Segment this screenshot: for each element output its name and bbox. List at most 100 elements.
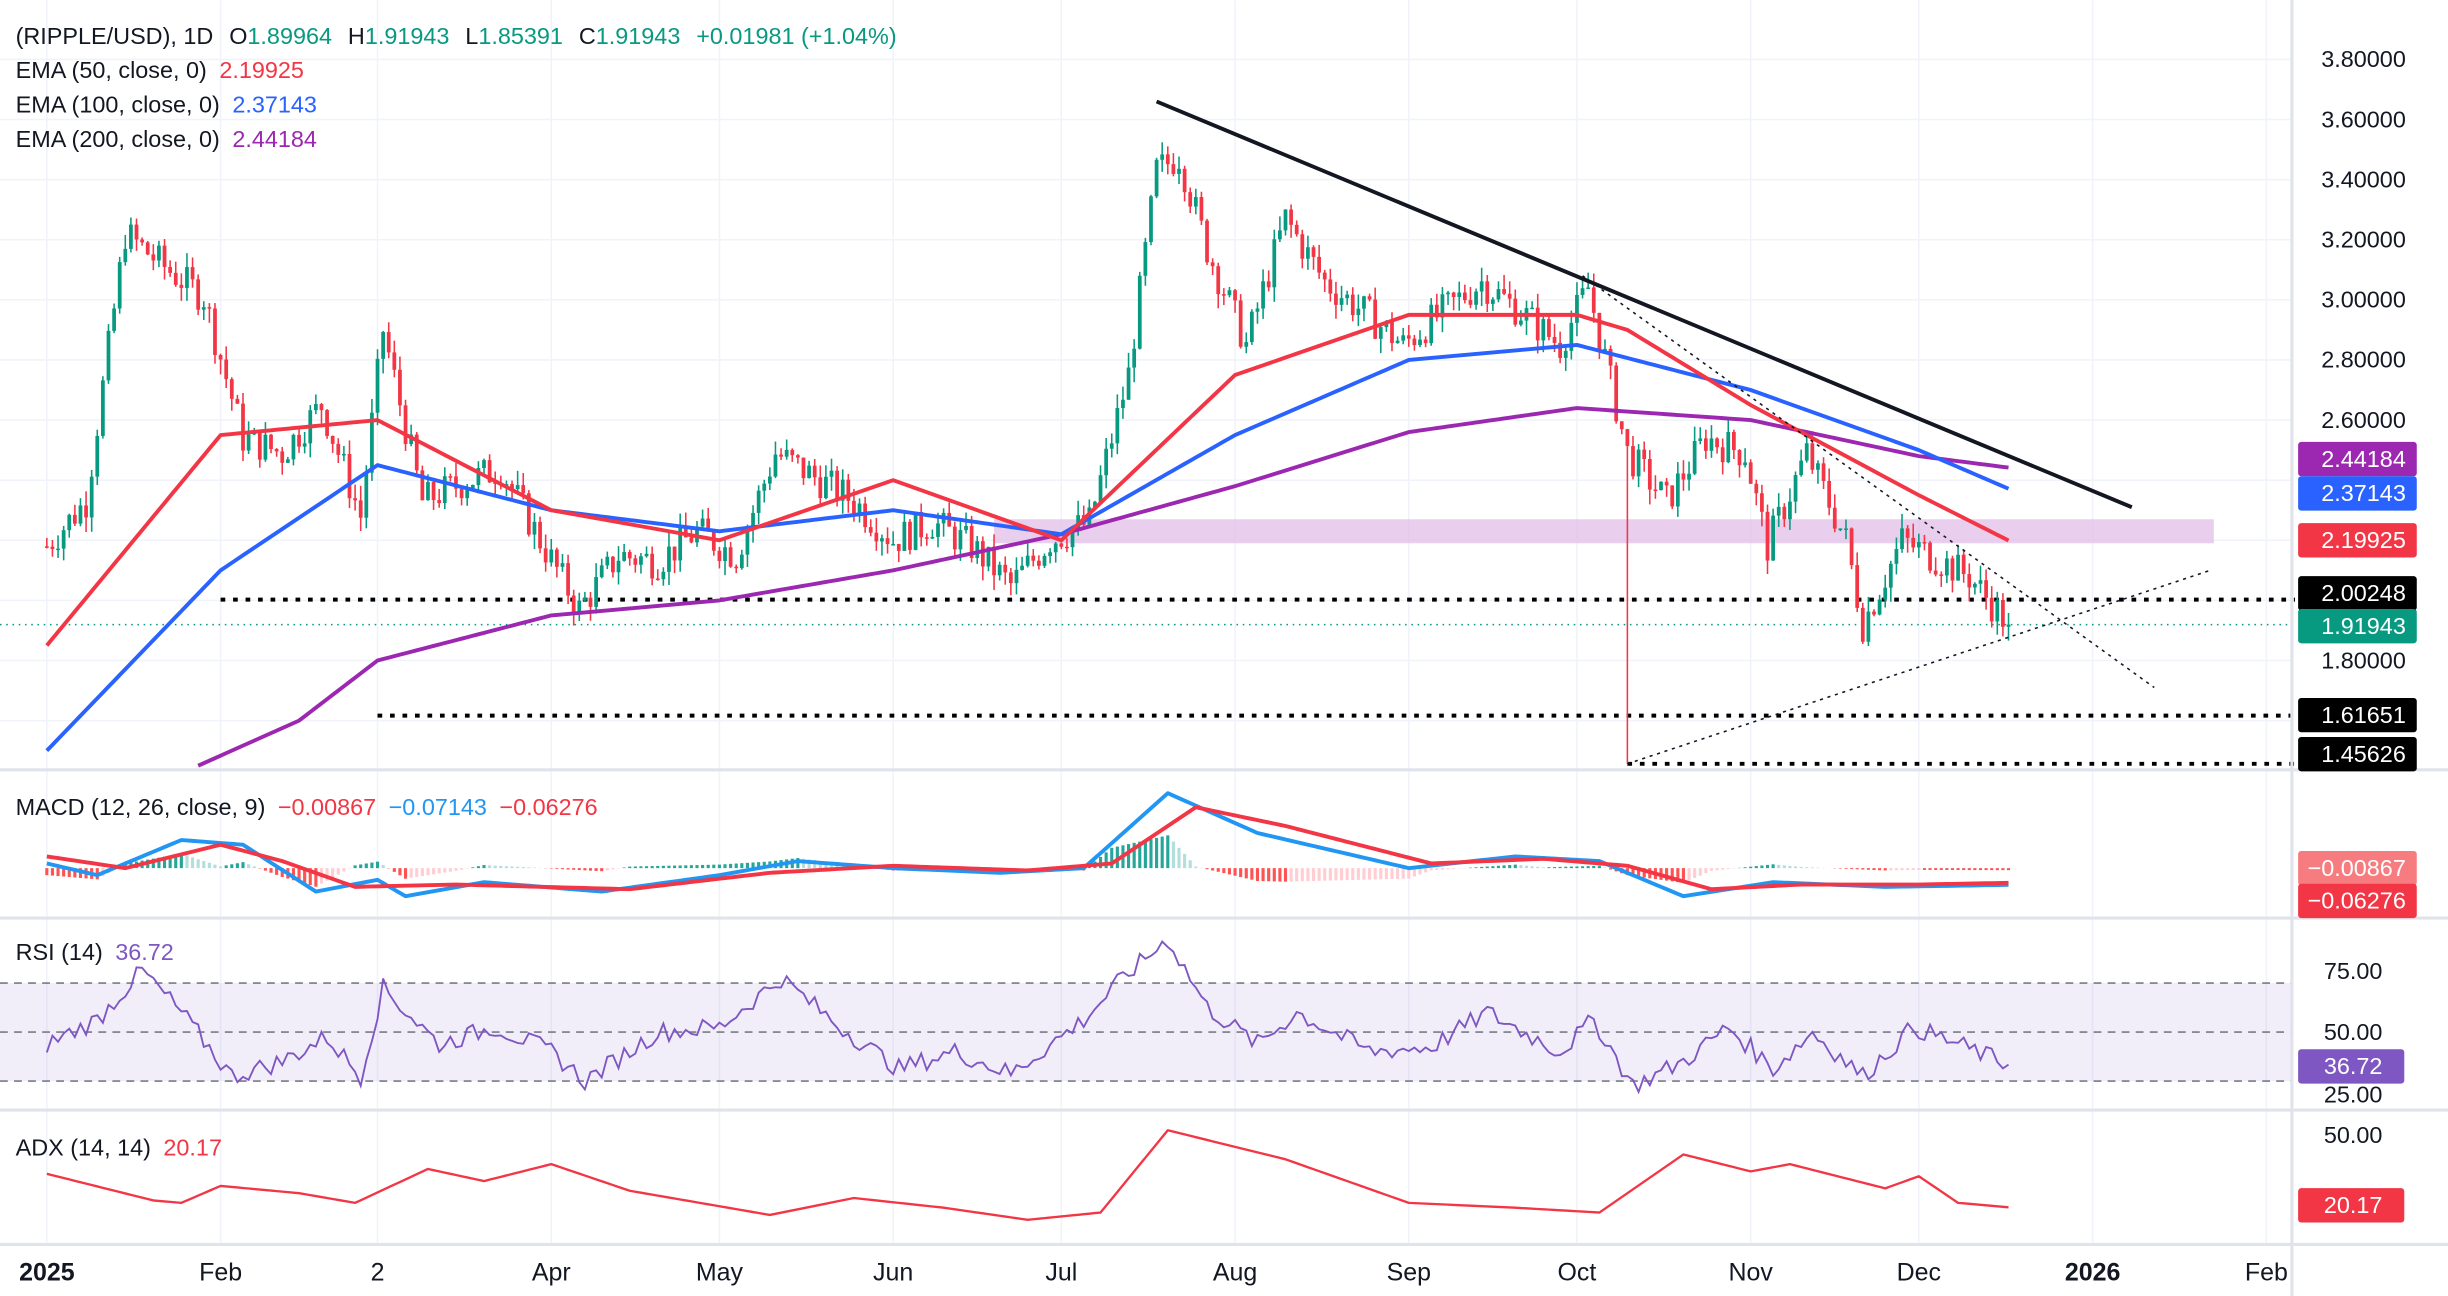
macd-pane <box>45 791 2011 899</box>
resistance-zone-rect <box>994 519 2214 544</box>
macd-histogram-bar <box>1390 868 1394 880</box>
macd-histogram-bar <box>1934 868 1938 870</box>
candle <box>908 521 912 550</box>
price-tick: 3.60000 <box>2321 106 2406 132</box>
candle <box>1429 304 1434 344</box>
candle <box>936 523 940 537</box>
rsi-tick: 25.00 <box>2324 1081 2383 1107</box>
candle <box>1356 308 1361 316</box>
macd-histogram-bar <box>1485 866 1489 869</box>
macd-histogram-bar <box>123 863 127 869</box>
candle <box>896 544 901 551</box>
price-tick: 3.00000 <box>2321 287 2406 313</box>
candle <box>1664 481 1669 486</box>
macd-histogram-bar <box>1805 867 1809 869</box>
time-label: Feb <box>199 1258 242 1286</box>
candle <box>470 484 475 491</box>
macd-histogram-bar <box>252 866 256 869</box>
candle <box>1530 307 1534 310</box>
candle <box>2001 600 2005 627</box>
macd-histogram-bar <box>420 868 424 877</box>
candle <box>980 541 985 567</box>
macd-histogram-bar <box>757 862 761 869</box>
candle <box>1989 597 1994 622</box>
macd-histogram-bar <box>1452 868 1456 869</box>
macd-histogram-bar <box>1900 868 1904 871</box>
macd-histogram-bar <box>712 864 716 869</box>
candle <box>185 267 189 288</box>
price-tick: 3.20000 <box>2321 227 2406 253</box>
macd-histogram-bar <box>1721 868 1725 870</box>
candle <box>538 521 542 549</box>
candle <box>857 503 862 514</box>
price-axis[interactable]: 3.80000 3.60000 3.40000 3.20000 3.00000 2.800… <box>2321 46 2406 673</box>
candle <box>1098 475 1103 502</box>
macd-histogram-bar <box>202 861 206 869</box>
macd-histogram-bar <box>1306 868 1310 882</box>
macd-histogram-bar <box>224 865 228 869</box>
candle <box>1911 537 1916 548</box>
macd-histogram-bar <box>1244 868 1248 879</box>
macd-histogram-bar <box>426 868 430 876</box>
macd-histogram-bar <box>1844 868 1848 869</box>
svg-text:20.17: 20.17 <box>2324 1192 2383 1218</box>
candle <box>1507 293 1512 299</box>
candle <box>1053 543 1058 553</box>
macd-histogram-bar <box>1575 866 1579 869</box>
macd-histogram-bar <box>1917 868 1921 870</box>
macd-histogram-bar <box>695 865 699 869</box>
candle <box>56 548 60 551</box>
candle <box>482 460 486 469</box>
candle <box>1709 438 1714 451</box>
candle <box>95 435 100 477</box>
macd-histogram-bar <box>375 861 380 869</box>
candle <box>1502 289 1506 294</box>
candle <box>1670 485 1675 507</box>
candle <box>465 490 470 499</box>
candle <box>123 248 128 263</box>
resistance-zone <box>994 519 2214 544</box>
time-axis[interactable]: 2025 Feb 2 Apr May Jun Jul Aug Sep Oct Nov Dec 2026 F… <box>19 1258 2288 1286</box>
candle <box>1227 290 1232 296</box>
macd-histogram-bar <box>1239 868 1243 878</box>
macd-histogram-bar <box>1379 868 1383 880</box>
macd-histogram-bar <box>583 868 587 871</box>
adx-axis[interactable]: 50.00 20.17 <box>2298 1122 2405 1223</box>
candle <box>1743 462 1747 466</box>
macd-histogram-bar <box>1177 847 1181 869</box>
macd-histogram-bar <box>1894 868 1898 871</box>
macd-histogram-bar <box>263 868 267 871</box>
macd-histogram-bar <box>1440 868 1444 870</box>
candle <box>157 245 161 261</box>
candle <box>1233 290 1237 301</box>
time-label: Feb <box>2245 1258 2288 1286</box>
macd-histogram-bar <box>684 865 688 869</box>
macd-histogram-bar <box>639 866 643 869</box>
macd-histogram-bar <box>1715 868 1719 871</box>
candle <box>880 538 884 542</box>
trendlines[interactable] <box>1155 99 2211 765</box>
macd-histogram-bar <box>359 864 363 869</box>
candle <box>196 279 201 310</box>
candle <box>44 546 49 548</box>
macd-histogram-bar <box>1883 868 1887 871</box>
macd-histogram-bar <box>689 865 693 869</box>
macd-histogram-bar <box>1704 868 1708 874</box>
candle <box>655 578 660 581</box>
adx-badge: 20.17 <box>2298 1188 2405 1223</box>
macd-histogram-bar <box>235 863 239 869</box>
macd-histogram-bar <box>1850 868 1854 870</box>
rsi-axis[interactable]: 75.00 50.00 25.00 36.72 <box>2298 958 2405 1107</box>
candle <box>1003 564 1008 573</box>
macd-histogram-bar <box>1300 868 1304 882</box>
macd-histogram-bar <box>1911 868 1915 871</box>
candle <box>1440 294 1445 318</box>
candle <box>72 514 77 524</box>
candle <box>801 457 806 479</box>
macd-axis[interactable]: −0.00867 −0.06276 <box>2298 850 2417 919</box>
candle <box>1771 515 1775 561</box>
macd-histogram-bar <box>1166 835 1170 869</box>
legend-macd: MACD (12, 26, close, 9) −0.00867 −0.07143−… <box>16 794 598 820</box>
